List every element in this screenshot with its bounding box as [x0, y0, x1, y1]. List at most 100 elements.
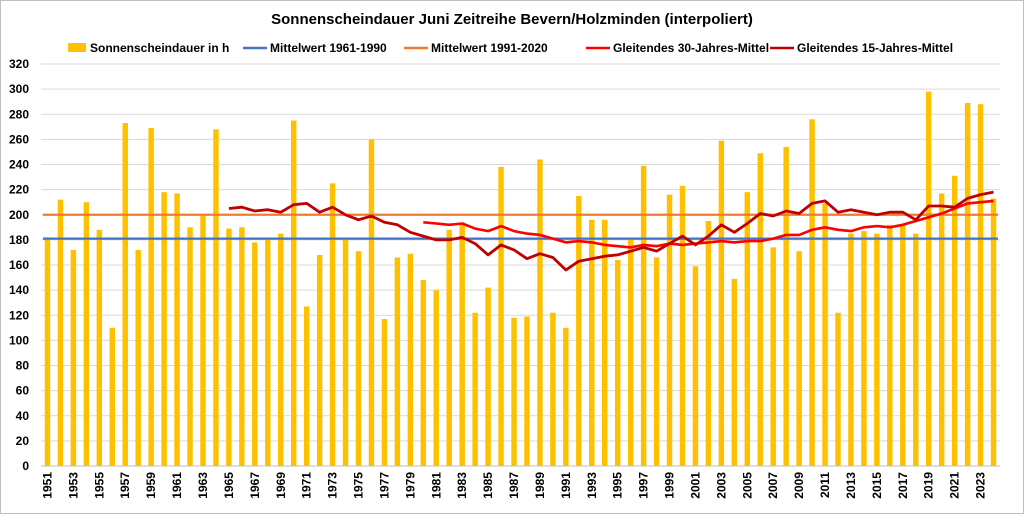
- y-tick-label: 260: [9, 132, 29, 146]
- bar-1955: [96, 229, 103, 466]
- bar-2018: [913, 233, 919, 466]
- bar-1987: [511, 317, 517, 466]
- bar-1978: [394, 257, 401, 466]
- y-tick-label: 200: [9, 208, 29, 222]
- bar-1985: [485, 287, 491, 466]
- bar-1961: [174, 193, 180, 467]
- x-tick-label: 1987: [507, 472, 521, 499]
- x-tick-label: 2007: [766, 472, 780, 499]
- legend-label-gleitendes-30: Gleitendes 30-Jahres-Mittel: [613, 41, 769, 55]
- bar-1951: [44, 237, 51, 466]
- y-tick-label: 20: [16, 434, 30, 448]
- y-tick-label: 120: [9, 308, 29, 322]
- moving-average-lines: [228, 190, 994, 272]
- bar-1995: [614, 259, 621, 466]
- bar-1996: [627, 239, 634, 466]
- bar-1981: [433, 290, 439, 466]
- y-tick-label: 300: [9, 82, 29, 96]
- bar-2015: [874, 233, 880, 466]
- legend-label-mittelwert-1961-1990: Mittelwert 1961-1990: [270, 41, 387, 55]
- legend-label-mittelwert-1991-2020: Mittelwert 1991-2020: [431, 41, 548, 55]
- bar-2007: [770, 247, 776, 466]
- legend-swatch-bar: [68, 43, 86, 52]
- bar-1974: [342, 239, 349, 466]
- x-tick-label: 1977: [377, 472, 391, 499]
- y-tick-label: 40: [16, 409, 30, 423]
- gridlines: [41, 63, 1000, 442]
- bar-1952: [57, 199, 64, 467]
- bar-1968: [265, 238, 271, 466]
- bar-2010: [809, 119, 815, 467]
- bar-2009: [796, 251, 802, 466]
- x-tick-label: 1993: [585, 472, 599, 499]
- bar-1984: [472, 312, 478, 466]
- y-tick-label: 60: [16, 384, 30, 398]
- x-tick-label: 2019: [922, 472, 936, 499]
- bar-1982: [446, 229, 452, 466]
- bar-2008: [783, 146, 789, 466]
- y-tick-label: 160: [9, 258, 29, 272]
- bar-1980: [420, 280, 427, 466]
- legend-item-mittelwert-1961-1990: Mittelwert 1961-1990: [243, 41, 387, 55]
- legend-label-sonnenscheindauer: Sonnenscheindauer in h: [90, 41, 229, 55]
- y-tick-label: 100: [9, 333, 29, 347]
- bar-1970: [290, 120, 297, 466]
- y-tick-label: 0: [22, 459, 29, 473]
- x-tick-label: 2003: [714, 472, 728, 499]
- bar-1997: [640, 165, 647, 466]
- bar-1960: [161, 192, 167, 466]
- legend: Sonnenscheindauer in h Mittelwert 1961-1…: [68, 41, 953, 55]
- bar-1966: [239, 227, 245, 466]
- y-tick-label: 320: [9, 57, 29, 71]
- bar-1965: [226, 228, 232, 466]
- y-tick-label: 140: [9, 283, 29, 297]
- x-tick-label: 1985: [481, 472, 495, 499]
- bar-2023: [977, 104, 984, 466]
- x-tick-label: 1989: [533, 472, 547, 499]
- bar-2014: [861, 231, 867, 466]
- x-tick-label: 1965: [222, 472, 236, 499]
- bar-1954: [83, 202, 90, 466]
- bar-1991: [563, 327, 569, 466]
- legend-label-gleitendes-15: Gleitendes 15-Jahres-Mittel: [797, 41, 953, 55]
- x-tick-label: 2015: [870, 472, 884, 499]
- x-tick-label: 1951: [40, 472, 54, 499]
- x-tick-label: 2013: [844, 472, 858, 499]
- bar-1992: [576, 195, 582, 466]
- bar-1959: [148, 128, 154, 466]
- bar-1957: [122, 123, 128, 466]
- x-tick-label: 1963: [196, 472, 210, 499]
- x-tick-label: 2021: [948, 472, 962, 499]
- bar-1983: [459, 223, 465, 466]
- bar-1975: [355, 251, 362, 466]
- line-15-year-mean: [228, 190, 994, 272]
- bar-2001: [692, 266, 699, 466]
- x-tick-label: 1955: [92, 472, 106, 499]
- bar-2006: [757, 153, 763, 466]
- x-tick-label: 1979: [403, 472, 417, 499]
- x-tick-label: 1995: [611, 472, 625, 499]
- legend-item-mittelwert-1991-2020: Mittelwert 1991-2020: [404, 41, 548, 55]
- bar-1989: [537, 159, 543, 466]
- bar-1958: [135, 249, 141, 466]
- line-30-year-mean: [423, 199, 994, 249]
- y-axis-ticks: 0 20 40 60 80 100 120 140 160 180 200 220 240 260 280 3…: [9, 57, 29, 473]
- x-tick-label: 2009: [792, 472, 806, 499]
- bar-2004: [731, 278, 738, 466]
- bar-1986: [498, 167, 504, 466]
- x-tick-label: 2023: [974, 472, 988, 499]
- x-tick-label: 2005: [740, 472, 754, 499]
- x-axis-ticks: 1951 1953 1955 1957 1959 1961 1963 1965 1967 1969…: [40, 472, 987, 499]
- bar-series: [44, 91, 997, 467]
- bar-1969: [278, 233, 284, 466]
- x-tick-label: 1957: [118, 472, 132, 499]
- x-tick-label: 1973: [326, 472, 340, 499]
- bar-2019: [926, 91, 932, 466]
- bar-1994: [602, 219, 608, 466]
- bar-2002: [705, 221, 712, 466]
- x-tick-label: 2001: [688, 472, 702, 499]
- x-tick-label: 1991: [559, 472, 573, 499]
- x-tick-label: 1953: [66, 472, 80, 499]
- x-tick-label: 1967: [248, 472, 262, 499]
